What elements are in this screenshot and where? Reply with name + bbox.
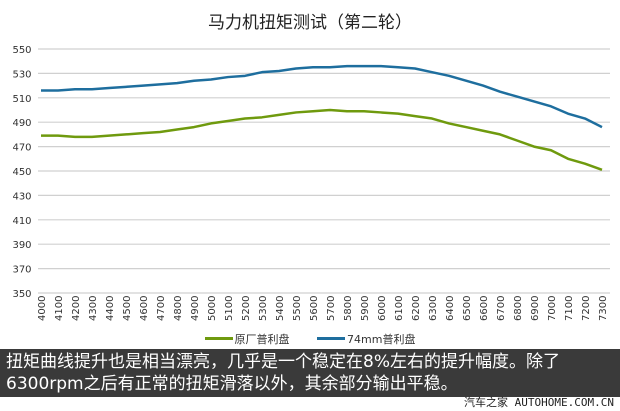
x-tick-label: 4200 <box>71 296 82 321</box>
y-tick-label: 390 <box>12 240 31 251</box>
x-tick-label: 5600 <box>309 296 320 321</box>
x-tick-label: 5500 <box>292 296 303 321</box>
x-tick-label: 5900 <box>360 296 371 321</box>
x-tick-label: 4400 <box>105 296 116 321</box>
y-tick-label: 430 <box>12 191 31 202</box>
x-tick-label: 7000 <box>547 296 558 321</box>
x-tick-label: 4700 <box>156 296 167 321</box>
x-tick-label: 5200 <box>241 296 252 321</box>
caption: 扭矩曲线提升也是相当漂亮，几乎是一个稳定在8%左右的提升幅度。除了6300rpm… <box>0 349 620 397</box>
x-tick-label: 6500 <box>462 296 473 321</box>
series-line <box>41 64 603 129</box>
x-tick-label: 6700 <box>496 296 507 321</box>
x-tick-label: 6100 <box>394 296 405 321</box>
y-tick-label: 510 <box>12 94 31 105</box>
y-tick-label: 490 <box>12 118 31 129</box>
legend: 原厂普利盘 74mm普利盘 <box>0 330 620 347</box>
legend-label: 74mm普利盘 <box>347 332 416 346</box>
x-tick-label: 4500 <box>122 296 133 321</box>
x-tick-label: 7100 <box>564 296 575 321</box>
y-tick-label: 350 <box>12 289 31 300</box>
y-tick-label: 450 <box>12 167 31 178</box>
x-tick-label: 4900 <box>190 296 201 321</box>
x-tick-label: 6800 <box>513 296 524 321</box>
x-tick-label: 5800 <box>343 296 354 321</box>
legend-label: 原厂普利盘 <box>234 332 290 346</box>
x-tick-label: 4300 <box>88 296 99 321</box>
y-tick-label: 410 <box>12 216 31 227</box>
y-tick-label: 530 <box>12 69 31 80</box>
y-tick-label: 550 <box>12 45 31 56</box>
x-tick-label: 4600 <box>139 296 150 321</box>
legend-item-74mm: 74mm普利盘 <box>317 331 415 347</box>
chart-title: 马力机扭矩测试（第二轮） <box>208 13 412 33</box>
watermark: 汽车之家 AUTOHOME.COM.CN <box>464 396 614 409</box>
series-line <box>41 108 603 171</box>
x-tick-label: 6600 <box>479 296 490 321</box>
y-tick-label: 370 <box>12 265 31 276</box>
x-tick-label: 6000 <box>377 296 388 321</box>
x-tick-label: 6300 <box>428 296 439 321</box>
y-tick-label: 470 <box>12 143 31 154</box>
x-tick-label: 5400 <box>275 296 286 321</box>
x-tick-label: 7200 <box>581 296 592 321</box>
x-tick-label: 5100 <box>224 296 235 321</box>
x-tick-label: 7300 <box>598 296 609 321</box>
x-tick-label: 5000 <box>207 296 218 321</box>
x-tick-label: 6400 <box>445 296 456 321</box>
x-tick-label: 6900 <box>530 296 541 321</box>
torque-chart: 350 370 390 410 430 450 470 490 510 530 550 4000 410… <box>12 45 610 321</box>
x-tick-label: 5700 <box>326 296 337 321</box>
x-tick-label: 6200 <box>411 296 422 321</box>
x-tick-label: 5300 <box>258 296 269 321</box>
x-tick-label: 4800 <box>173 296 184 321</box>
x-tick-label: 4100 <box>54 296 65 321</box>
x-tick-label: 4000 <box>37 296 48 321</box>
legend-item-stock: 原厂普利盘 <box>204 331 290 347</box>
